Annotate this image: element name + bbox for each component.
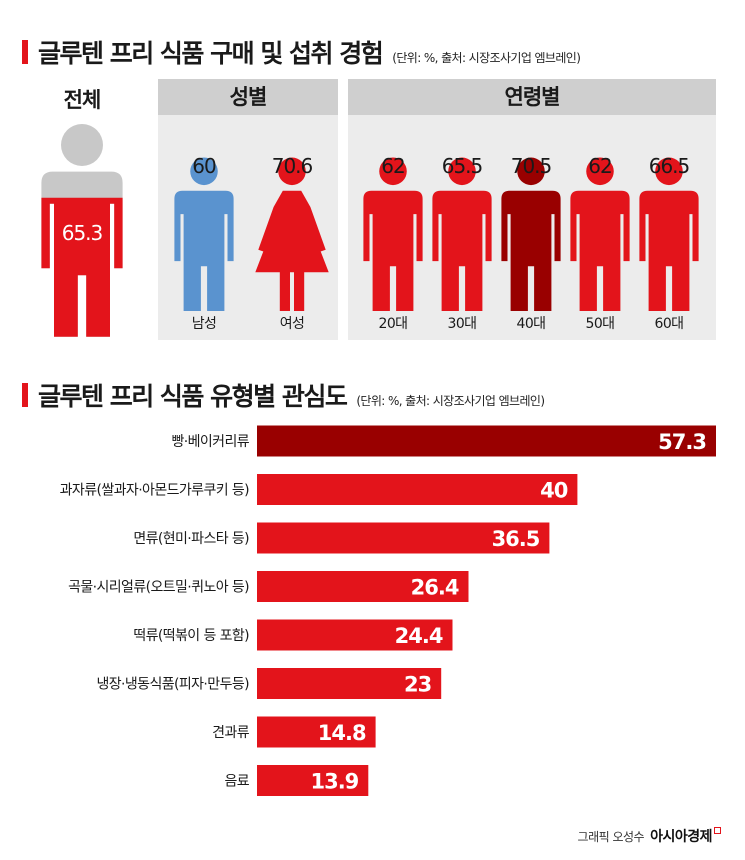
gender-panel-header: 성별 xyxy=(158,79,338,115)
bar-row: 곡물·시리얼류(오트밀·퀴노아 등) 26.4 xyxy=(68,571,469,602)
figure-value: 65.5 xyxy=(442,154,483,178)
bar-row: 빵·베이커리류 57.3 xyxy=(171,425,716,457)
total-label: 전체 xyxy=(63,88,102,112)
bar-value-label: 57.3 xyxy=(658,430,706,454)
bar-value-label: 24.4 xyxy=(395,624,443,648)
figure-label: 60대 xyxy=(655,316,684,332)
figure-label: 50대 xyxy=(586,316,615,332)
bar xyxy=(257,522,550,554)
bar-value-label: 26.4 xyxy=(411,576,459,600)
figure-여성: 70.6 여성 xyxy=(255,154,329,332)
figure-label: 20대 xyxy=(379,316,408,332)
age-panel-header: 연령별 xyxy=(348,79,716,115)
bar-category-label: 견과류 xyxy=(212,725,250,741)
figure-head xyxy=(190,157,218,186)
figure-head xyxy=(655,157,683,186)
man-icon xyxy=(174,190,234,311)
bar-row: 견과류 14.8 xyxy=(212,716,376,748)
total-figure: 65.3 xyxy=(41,124,123,337)
bar-value-label: 36.5 xyxy=(492,527,540,551)
credit-text: 그래픽 오성수 xyxy=(577,830,645,844)
figure-value: 60 xyxy=(192,154,216,178)
section2-title: 글루텐 프리 식품 유형별 관심도 xyxy=(38,382,348,411)
total-figure-body-filled xyxy=(41,197,123,337)
person-icon xyxy=(432,190,492,311)
bar xyxy=(257,619,453,651)
figure-label: 남성 xyxy=(192,316,217,332)
bar xyxy=(257,474,578,505)
figure-head xyxy=(517,157,545,186)
bar-value-label: 23 xyxy=(404,673,431,697)
bar xyxy=(257,765,369,796)
figure-20대: 62 20대 xyxy=(363,154,423,332)
title-accent-bar xyxy=(22,40,28,64)
figure-value: 70.5 xyxy=(511,154,552,178)
section1-title-row: 글루텐 프리 식품 구매 및 섭취 경험 (단위: %, 출처: 시장조사기업 … xyxy=(22,34,581,70)
total-value: 65.3 xyxy=(62,221,103,245)
logo-mark-icon xyxy=(714,827,721,834)
bar-row: 음료 13.9 xyxy=(224,765,369,796)
bar-value-label: 13.9 xyxy=(310,770,358,794)
figure-value: 70.6 xyxy=(272,154,313,178)
title-accent-bar xyxy=(22,383,28,407)
bar xyxy=(257,668,442,699)
bar-value-label: 40 xyxy=(540,479,568,503)
person-icon xyxy=(363,190,423,311)
bar xyxy=(257,425,716,457)
section2-source-note: (단위: %, 출처: 시장조사기업 엠브레인) xyxy=(356,394,545,408)
section1-title: 글루텐 프리 식품 구매 및 섭취 경험 xyxy=(38,39,384,68)
figure-30대: 65.5 30대 xyxy=(432,154,492,332)
figure-label: 30대 xyxy=(448,316,477,332)
person-icon xyxy=(570,190,630,311)
figure-60대: 66.5 60대 xyxy=(639,154,699,332)
woman-icon xyxy=(255,190,329,311)
bar-category-label: 과자류(쌀과자·아몬드가루쿠키 등) xyxy=(60,483,249,499)
figure-50대: 62 50대 xyxy=(570,154,630,332)
credit: 그래픽 오성수 아시아경제 xyxy=(578,826,721,846)
figure-value: 66.5 xyxy=(649,154,690,178)
figure-head xyxy=(586,157,614,186)
bar xyxy=(257,716,376,748)
person-icon xyxy=(501,190,561,311)
figure-value: 62 xyxy=(588,154,611,178)
interest-bar-chart: 빵·베이커리류 57.3 과자류(쌀과자·아몬드가루쿠키 등) 40 면류(현미·파스타… xyxy=(60,425,716,796)
bar-row: 면류(현미·파스타 등) 36.5 xyxy=(133,522,550,554)
bar-value-label: 14.8 xyxy=(318,721,366,745)
bar-category-label: 떡류(떡볶이 등 포함) xyxy=(133,628,249,644)
figure-label: 여성 xyxy=(280,316,305,332)
bar-row: 과자류(쌀과자·아몬드가루쿠키 등) 40 xyxy=(60,474,578,505)
bar-row: 떡류(떡볶이 등 포함) 24.4 xyxy=(133,619,453,651)
person-icon xyxy=(639,190,699,311)
total-figure-head xyxy=(61,124,103,166)
bar-category-label: 곡물·시리얼류(오트밀·퀴노아 등) xyxy=(68,580,249,596)
bar xyxy=(257,571,469,602)
figure-head xyxy=(448,157,476,186)
section1-source-note: (단위: %, 출처: 시장조사기업 엠브레인) xyxy=(392,51,581,65)
figure-label: 40대 xyxy=(517,316,546,332)
figure-남성: 60 남성 xyxy=(174,154,234,332)
bar-category-label: 면류(현미·파스타 등) xyxy=(133,531,249,547)
figure-value: 62 xyxy=(381,154,404,178)
section2-title-row: 글루텐 프리 식품 유형별 관심도 (단위: %, 출처: 시장조사기업 엠브레… xyxy=(22,377,545,413)
bar-category-label: 음료 xyxy=(224,774,249,790)
pictograph-chart: 65.3 60 남성 70.6 여성 62 20대 65.5 30대 70.5 40대 62 50대 66… xyxy=(41,124,699,337)
bar-category-label: 빵·베이커리류 xyxy=(171,434,249,450)
bar-category-label: 냉장·냉동식품(피자·만두등) xyxy=(96,677,249,693)
figure-head xyxy=(278,157,306,186)
figure-40대: 70.5 40대 xyxy=(501,154,561,332)
figure-head xyxy=(379,157,407,186)
bar-row: 냉장·냉동식품(피자·만두등) 23 xyxy=(96,668,442,699)
publisher-logo: 아시아경제 xyxy=(650,829,712,845)
